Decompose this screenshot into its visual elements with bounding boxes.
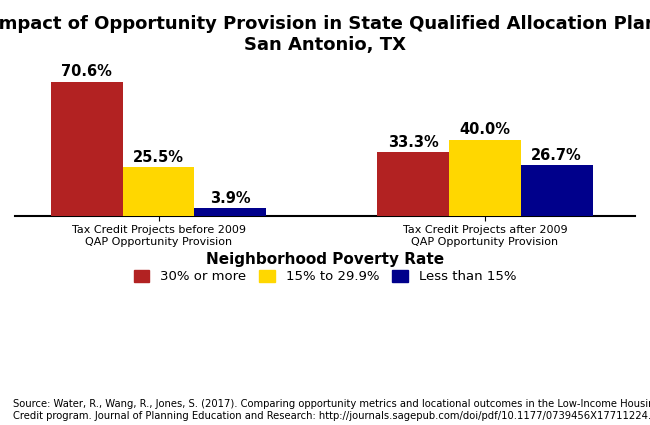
Bar bbox=[194, 208, 266, 215]
Bar bbox=[123, 167, 194, 215]
Text: 3.9%: 3.9% bbox=[210, 191, 251, 206]
Title: Impact of Opportunity Provision in State Qualified Allocation Plan
San Antonio, : Impact of Opportunity Provision in State… bbox=[0, 15, 650, 54]
Bar bbox=[51, 82, 123, 215]
Bar bbox=[377, 152, 449, 215]
Text: 40.0%: 40.0% bbox=[460, 122, 510, 137]
Text: 70.6%: 70.6% bbox=[61, 64, 112, 79]
Text: 25.5%: 25.5% bbox=[133, 150, 184, 165]
Text: 26.7%: 26.7% bbox=[531, 147, 582, 163]
Bar bbox=[449, 140, 521, 215]
Text: 33.3%: 33.3% bbox=[388, 135, 439, 150]
Legend: 30% or more, 15% to 29.9%, Less than 15%: 30% or more, 15% to 29.9%, Less than 15% bbox=[129, 265, 521, 289]
Text: Source: Water, R., Wang, R., Jones, S. (2017). Comparing opportunity metrics and: Source: Water, R., Wang, R., Jones, S. (… bbox=[13, 399, 650, 421]
Bar bbox=[521, 165, 593, 215]
X-axis label: Neighborhood Poverty Rate: Neighborhood Poverty Rate bbox=[206, 252, 444, 267]
